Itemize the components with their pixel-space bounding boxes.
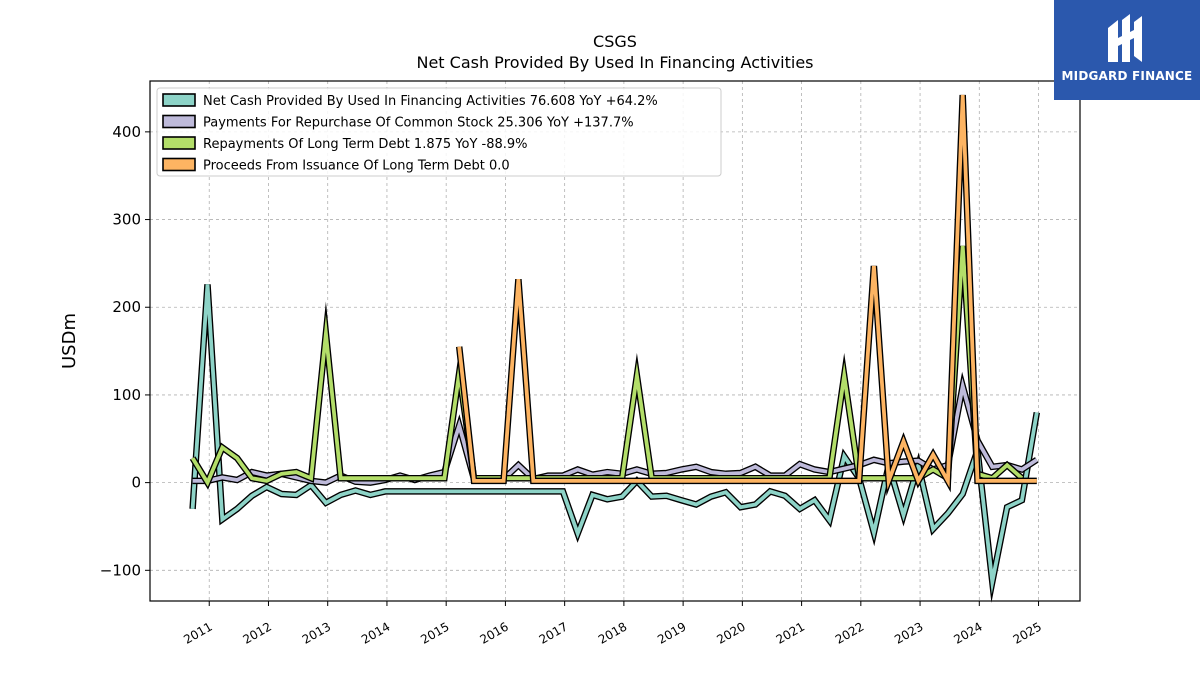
series-line <box>190 284 1039 595</box>
y-tick-label: 200 <box>112 298 141 316</box>
y-tick-label: 400 <box>112 123 141 141</box>
y-tick-label: 0 <box>131 474 141 492</box>
chart-subtitle: Net Cash Provided By Used In Financing A… <box>416 53 813 72</box>
x-tick-label: 2024 <box>951 619 984 646</box>
y-tick-label: 300 <box>112 211 141 229</box>
series-lines <box>189 94 1041 603</box>
legend-box <box>156 87 722 177</box>
y-tick-label: 100 <box>112 386 141 404</box>
x-tick-label: 2025 <box>1011 619 1044 646</box>
x-tick-label: 2019 <box>655 619 688 646</box>
x-tick-label: 2017 <box>537 619 570 646</box>
series-line <box>457 94 1037 490</box>
x-tick-label: 2016 <box>477 619 510 646</box>
legend-swatch <box>162 93 196 107</box>
series-line-outline <box>189 245 1025 490</box>
legend-swatch <box>162 157 196 172</box>
x-tick-label: 2015 <box>418 619 451 646</box>
legend-entry-label: Repayments Of Long Term Debt 1.875 YoY -… <box>203 137 528 152</box>
y-tick-label: −100 <box>100 561 141 579</box>
y-axis-label: USDm <box>59 313 80 369</box>
y-axis: −100 0 100 200 300 400 <box>100 123 150 579</box>
x-tick-label: 2018 <box>596 619 629 646</box>
x-axis: 2011 2012 2013 2014 2015 2016 2017 2018 2019 2020… <box>181 601 1044 647</box>
logo-text: MIDGARD FINANCE <box>1061 69 1193 83</box>
logo-mark-icon <box>1108 14 1142 62</box>
chart-title: CSGS <box>593 32 637 51</box>
legend-swatch <box>162 114 196 129</box>
legend-entry-label: Net Cash Provided By Used In Financing A… <box>203 94 658 109</box>
legend-entry-label: Payments For Repurchase Of Common Stock … <box>203 116 634 131</box>
legend: Net Cash Provided By Used In Financing A… <box>156 87 722 177</box>
x-tick-label: 2022 <box>833 619 866 646</box>
x-tick-label: 2023 <box>892 619 925 646</box>
x-tick-label: 2012 <box>241 619 274 646</box>
x-tick-label: 2013 <box>300 619 333 646</box>
x-tick-label: 2021 <box>774 619 807 646</box>
x-tick-label: 2011 <box>181 619 214 646</box>
series-3 <box>189 245 1025 490</box>
series-line-outline <box>189 284 1041 603</box>
x-tick-label: 2014 <box>359 619 392 646</box>
series-1 <box>189 284 1041 603</box>
brand-logo: MIDGARD FINANCE <box>1054 0 1200 100</box>
legend-entry-label: Proceeds From Issuance Of Long Term Debt… <box>203 159 510 174</box>
legend-swatch <box>162 136 196 150</box>
series-4 <box>455 94 1037 497</box>
plot-frame <box>149 80 1081 602</box>
x-tick-label: 2020 <box>714 619 747 646</box>
